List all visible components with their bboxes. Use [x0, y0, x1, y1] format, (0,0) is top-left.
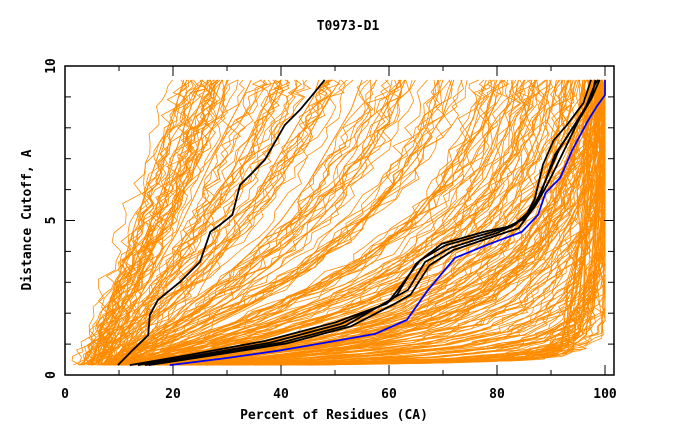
highlighted-model-curves: [117, 79, 606, 366]
background-model-curve: [96, 79, 228, 366]
background-model-curve: [119, 79, 451, 366]
background-model-curve: [271, 79, 593, 366]
black-model-5-curve: [129, 79, 592, 366]
y-tick-label: 0: [44, 371, 59, 379]
background-model-curve: [116, 79, 348, 366]
y-axis-label: Distance Cutoff, A: [20, 149, 35, 290]
x-axis: 0 20 40 60 80 100: [61, 66, 617, 402]
background-model-curve: [109, 79, 537, 366]
x-axis-label: Percent of Residues (CA): [240, 408, 428, 423]
background-model-curve: [123, 79, 504, 366]
background-model-curve: [129, 79, 552, 366]
background-model-curve: [81, 79, 215, 366]
background-model-curve: [113, 79, 401, 366]
background-model-curve: [106, 79, 346, 366]
blue-reference-curve: [169, 79, 606, 366]
background-model-curve: [102, 79, 402, 366]
background-model-curve: [104, 79, 402, 366]
background-model-curve: [90, 79, 226, 366]
background-model-curves: [71, 79, 606, 366]
background-model-curve: [107, 79, 453, 366]
background-model-curve: [103, 79, 277, 366]
background-model-curve: [107, 79, 402, 366]
background-model-curve: [116, 79, 402, 366]
background-model-curve: [94, 79, 197, 366]
background-model-curve: [162, 79, 601, 366]
x-tick-label: 100: [593, 387, 617, 402]
background-model-curve: [133, 79, 526, 366]
black-model-3-curve: [137, 79, 597, 366]
background-model-curve: [92, 79, 271, 366]
background-model-curve: [101, 79, 391, 366]
background-model-curve: [110, 79, 511, 366]
background-model-curve: [94, 79, 224, 366]
background-model-curve: [116, 79, 369, 366]
background-model-curve: [98, 79, 393, 366]
background-model-curve: [102, 79, 277, 366]
background-model-curve: [91, 79, 229, 366]
background-model-curve: [110, 79, 439, 366]
background-model-curve: [102, 79, 329, 366]
background-model-curve: [134, 79, 503, 366]
y-tick-label: 10: [44, 58, 59, 74]
background-model-curve: [92, 79, 332, 366]
background-model-curve: [186, 79, 606, 366]
background-model-curve: [102, 79, 506, 366]
background-model-curve: [117, 79, 548, 366]
background-model-curve: [83, 79, 212, 366]
background-model-curve: [84, 79, 188, 366]
background-model-curve: [100, 79, 219, 366]
background-model-curve: [103, 79, 283, 366]
y-tick-label: 5: [44, 217, 59, 225]
background-model-curve: [105, 79, 239, 366]
background-model-curve: [80, 79, 193, 366]
x-tick-label: 40: [273, 387, 289, 402]
black-model-4-curve: [148, 79, 601, 366]
background-model-curve: [83, 79, 239, 366]
background-model-curve: [160, 79, 603, 366]
background-model-curve: [94, 79, 312, 366]
x-tick-label: 0: [61, 387, 69, 402]
background-model-curve: [154, 79, 588, 366]
background-model-curve: [130, 79, 501, 366]
background-model-curve: [105, 79, 282, 366]
background-model-curve: [107, 79, 440, 366]
x-tick-label: 20: [165, 387, 181, 402]
background-model-curve: [138, 79, 514, 366]
background-model-curve: [165, 79, 606, 366]
background-model-curve: [129, 79, 463, 366]
background-model-curve: [129, 79, 468, 366]
background-model-curve: [129, 79, 526, 366]
background-model-curve: [80, 79, 221, 366]
background-model-curve: [128, 79, 535, 366]
background-model-curve: [112, 79, 290, 366]
background-model-curve: [117, 79, 372, 366]
background-model-curve: [124, 79, 520, 366]
x-tick-label: 60: [381, 387, 397, 402]
background-model-curve: [170, 79, 603, 366]
y-axis: 0 5 10: [44, 58, 614, 379]
background-model-curve: [129, 79, 378, 366]
chart-title: T0973-D1: [317, 19, 380, 34]
background-model-curve: [80, 79, 217, 366]
background-model-curve: [120, 79, 453, 366]
black-model-1-curve: [117, 79, 326, 366]
background-model-curve: [75, 79, 173, 366]
background-model-curve: [142, 79, 595, 366]
background-model-curve: [174, 79, 606, 366]
background-model-curve: [116, 79, 493, 366]
background-model-curve: [303, 79, 599, 366]
x-tick-label: 80: [489, 387, 505, 402]
